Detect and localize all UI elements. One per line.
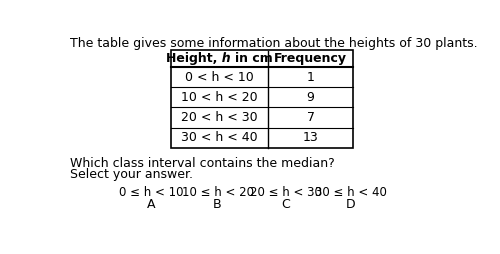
Text: Which class interval contains the median?: Which class interval contains the median… — [70, 157, 335, 170]
Bar — [171, 51, 353, 148]
Text: Frequency: Frequency — [274, 53, 347, 66]
Text: 0 < h < 10: 0 < h < 10 — [185, 71, 254, 84]
Text: 10 < h < 20: 10 < h < 20 — [181, 91, 258, 104]
Text: 20 ≤ h < 30: 20 ≤ h < 30 — [250, 186, 322, 199]
Text: D: D — [346, 198, 356, 211]
Text: C: C — [282, 198, 290, 211]
Text: Height, ℎ in cm: Height, ℎ in cm — [166, 53, 273, 66]
Text: 20 < h < 30: 20 < h < 30 — [181, 111, 258, 124]
Text: 0 ≤ h < 10: 0 ≤ h < 10 — [120, 186, 184, 199]
Text: 9: 9 — [306, 91, 314, 104]
Text: A: A — [148, 198, 156, 211]
Text: 30 ≤ h < 40: 30 ≤ h < 40 — [315, 186, 386, 199]
Text: The table gives some information about the heights of 30 plants.: The table gives some information about t… — [70, 37, 478, 50]
Text: 30 < h < 40: 30 < h < 40 — [181, 131, 258, 144]
Text: 7: 7 — [306, 111, 314, 124]
Text: 10 ≤ h < 20: 10 ≤ h < 20 — [182, 186, 254, 199]
Text: B: B — [213, 198, 222, 211]
Text: Select your answer.: Select your answer. — [70, 168, 193, 181]
Text: 1: 1 — [306, 71, 314, 84]
Text: 13: 13 — [302, 131, 318, 144]
